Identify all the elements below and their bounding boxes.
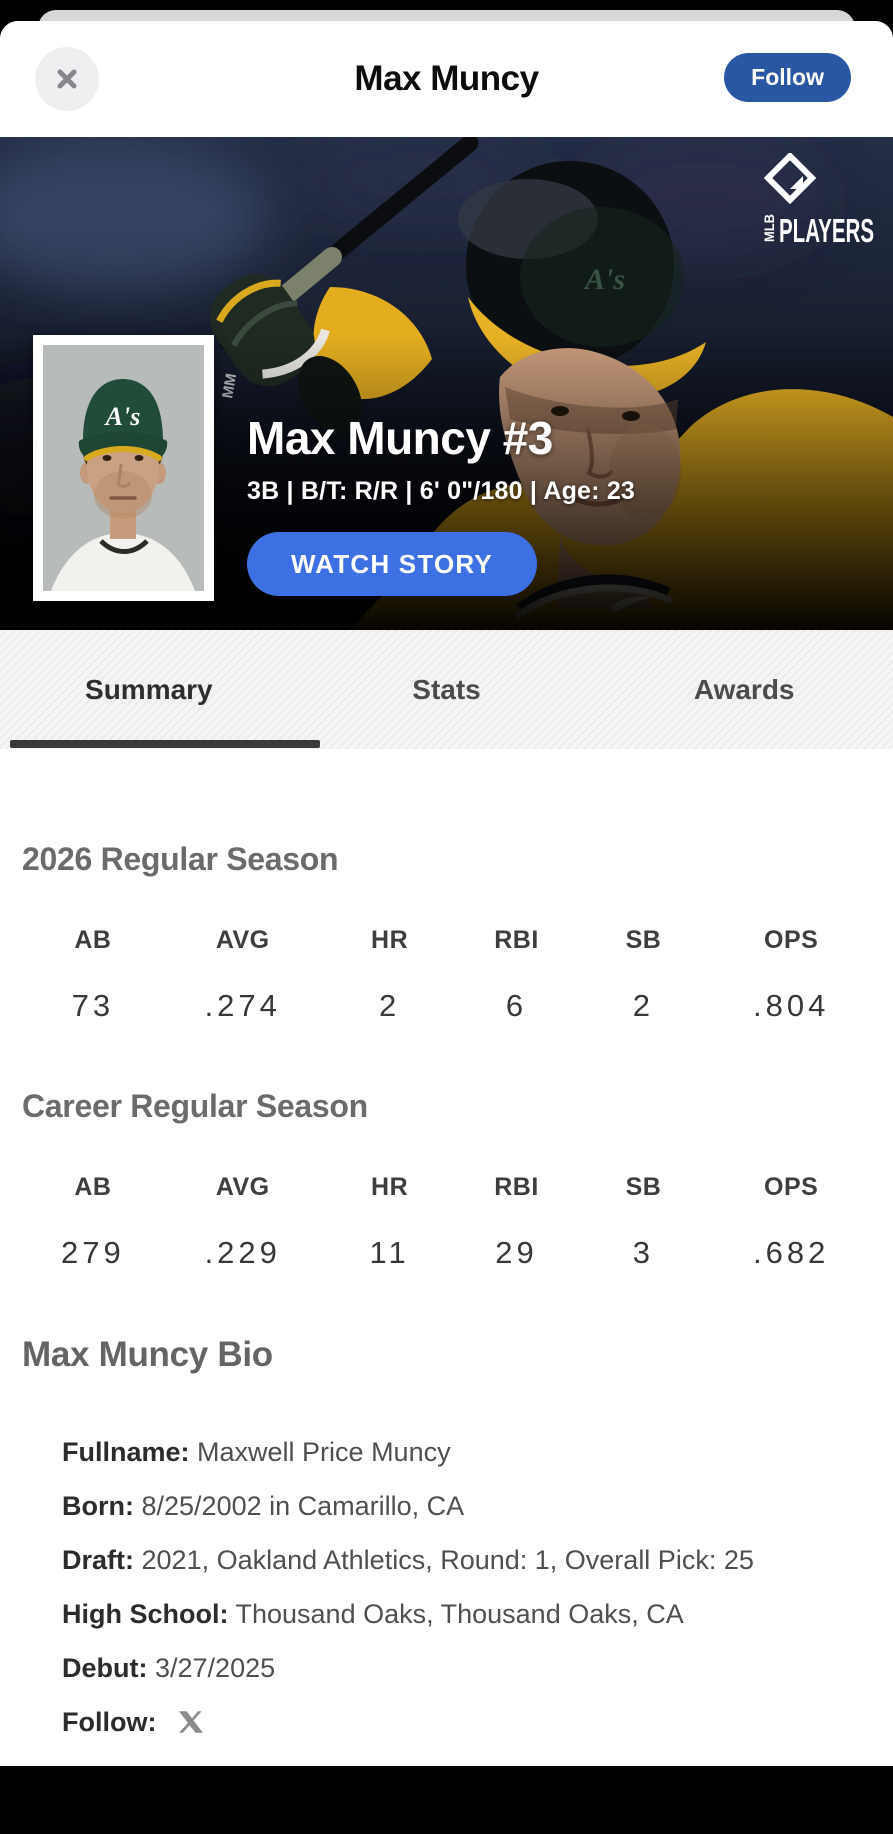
player-headshot: A's — [33, 335, 214, 601]
stat-column-header: OPS — [764, 926, 819, 954]
section-title: 2026 Regular Season — [22, 841, 339, 877]
headshot-illustration: A's — [43, 345, 204, 591]
stat-column-header: AB — [74, 926, 112, 954]
players-wordmark: PLAYERS — [779, 212, 874, 245]
hero-image: MM A's — [0, 137, 893, 630]
active-tab-indicator — [10, 740, 320, 748]
stat-value: 2 — [632, 988, 655, 1023]
player-info-line: 3B | B/T: R/R | 6' 0"/180 | Age: 23 — [247, 477, 636, 505]
stat-value: 3 — [632, 1235, 655, 1270]
modal-header: Max Muncy Follow — [0, 21, 893, 137]
hero-player-block: Max Muncy #3 3B | B/T: R/R | 6' 0"/180 |… — [247, 413, 635, 596]
stat-header-row: AB AVG HR RBI SB OPS — [22, 1173, 871, 1202]
bio-list: Fullname: Maxwell Price Muncy Born: 8/25… — [22, 1375, 871, 1746]
stat-column-header: RBI — [494, 1173, 539, 1201]
cap-logo-text: A's — [104, 402, 141, 431]
stat-value: .682 — [752, 1235, 830, 1270]
stat-value: 6 — [505, 988, 528, 1023]
x-logo-icon — [179, 1711, 203, 1733]
stat-value-row: 279 .229 11 29 3 .682 — [22, 1235, 871, 1271]
tab-summary[interactable]: Summary — [85, 673, 213, 705]
stat-column-header: OPS — [764, 1173, 819, 1201]
svg-text:A's: A's — [583, 263, 625, 296]
stat-value: 2 — [378, 988, 401, 1023]
watch-story-button[interactable]: WATCH STORY — [247, 532, 537, 596]
stat-column-header: RBI — [494, 926, 539, 954]
bio-item-debut: Debut: 3/27/2025 — [62, 1653, 276, 1683]
stat-value: 11 — [369, 1235, 410, 1270]
bio-item-follow: Follow: — [62, 1699, 871, 1746]
stat-value: .274 — [204, 988, 281, 1023]
stat-value-row: 73 .274 2 6 2 .804 — [22, 988, 871, 1024]
x-social-link[interactable] — [178, 1702, 204, 1749]
stat-column-header: AB — [74, 1173, 112, 1201]
season-stats-section: 2026 Regular Season AB AVG HR RBI SB OPS… — [22, 749, 871, 1024]
tab-awards[interactable]: Awards — [693, 673, 795, 705]
close-button[interactable] — [35, 47, 99, 111]
summary-content: 2026 Regular Season AB AVG HR RBI SB OPS… — [0, 749, 893, 1746]
stat-value: 279 — [61, 1235, 125, 1270]
follow-button[interactable]: Follow — [724, 53, 851, 102]
stat-value: .229 — [204, 1235, 281, 1270]
stat-column-header: SB — [625, 926, 662, 954]
stat-column-header: AVG — [215, 1173, 270, 1201]
section-title: Career Regular Season — [22, 1088, 368, 1124]
bio-section: Max Muncy Bio Fullname: Maxwell Price Mu… — [22, 1271, 871, 1746]
close-icon — [57, 69, 77, 89]
bio-item-draft: Draft: 2021, Oakland Athletics, Round: 1… — [62, 1545, 754, 1575]
bio-item-high-school: High School: Thousand Oaks, Thousand Oak… — [62, 1599, 684, 1629]
bio-item-born: Born: 8/25/2002 in Camarillo, CA — [62, 1491, 465, 1521]
stat-value: 29 — [495, 1235, 538, 1270]
stat-header-row: AB AVG HR RBI SB OPS — [22, 926, 871, 955]
mlb-wordmark: MLB — [761, 214, 777, 242]
bio-item-fullname: Fullname: Maxwell Price Muncy — [62, 1437, 451, 1467]
stat-value: 73 — [71, 988, 115, 1023]
stat-value: .804 — [752, 988, 830, 1023]
mlb-players-logo: MLB PLAYERS — [727, 151, 877, 249]
bio-title: Max Muncy Bio — [22, 1335, 273, 1374]
mlb-players-diamond-icon: MLB PLAYERS — [761, 151, 874, 249]
stat-column-header: HR — [371, 1173, 409, 1201]
stat-column-header: SB — [625, 1173, 662, 1201]
career-stats-section: Career Regular Season AB AVG HR RBI SB O… — [22, 1024, 871, 1271]
stat-column-header: AVG — [215, 926, 270, 954]
tab-bar: Summary Stats Awards — [0, 630, 893, 749]
player-profile-modal: Max Muncy Follow — [0, 21, 893, 1834]
bottom-bar — [0, 1766, 893, 1834]
tab-stats[interactable]: Stats — [412, 673, 481, 705]
player-name: Max Muncy #3 — [247, 412, 553, 464]
stat-column-header: HR — [371, 926, 409, 954]
